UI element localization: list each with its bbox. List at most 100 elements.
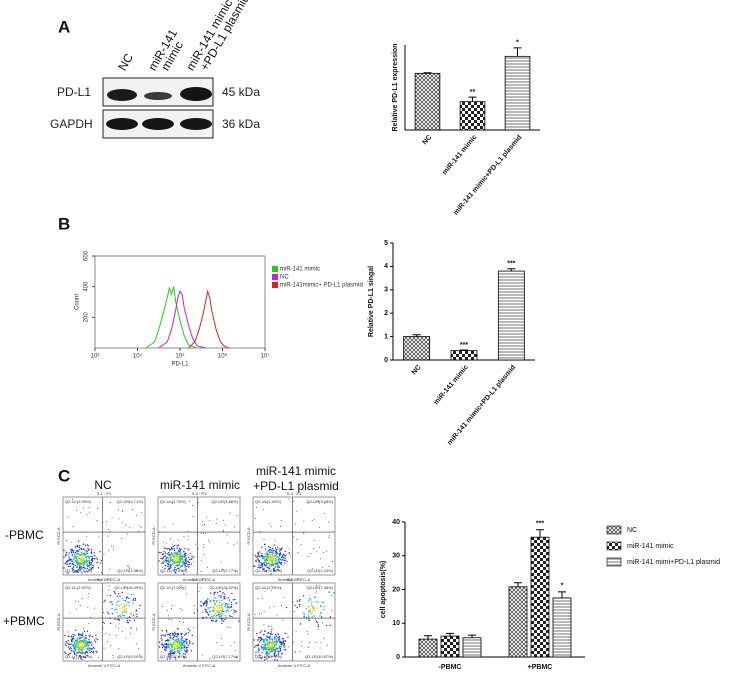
dot xyxy=(97,561,99,563)
dot xyxy=(273,549,275,552)
dot xyxy=(222,620,225,622)
dot xyxy=(208,607,211,609)
dot xyxy=(256,506,258,508)
dot xyxy=(281,604,283,606)
dot xyxy=(78,655,81,658)
dot xyxy=(76,562,78,564)
dot xyxy=(107,535,109,537)
plot-frame xyxy=(157,582,241,662)
dot xyxy=(72,555,74,557)
dot xyxy=(256,644,258,647)
dot xyxy=(235,588,237,590)
dot xyxy=(316,551,318,553)
dot xyxy=(188,642,191,644)
dot xyxy=(182,562,184,564)
dot xyxy=(220,612,222,615)
dot xyxy=(277,636,279,639)
histogram-line xyxy=(158,290,206,349)
dot xyxy=(221,609,223,612)
y-tick-label: 0 xyxy=(384,357,388,364)
dot xyxy=(212,610,215,613)
dot xyxy=(121,605,123,608)
dot xyxy=(132,614,135,617)
dot xyxy=(129,527,131,529)
dot xyxy=(161,646,164,649)
dot xyxy=(271,642,274,645)
dot xyxy=(173,549,176,552)
dot xyxy=(269,555,272,557)
dot xyxy=(173,544,176,547)
dot xyxy=(139,654,141,656)
dot xyxy=(310,608,312,611)
x-tick-label: 10⁷ xyxy=(261,353,270,360)
dot xyxy=(261,652,263,654)
dot xyxy=(169,634,171,637)
dot xyxy=(322,622,324,624)
quadrant-label: Q2-LL(91.61%) xyxy=(65,568,93,573)
dot xyxy=(212,599,214,601)
dot xyxy=(284,550,286,553)
dot xyxy=(274,640,276,643)
dot xyxy=(165,542,167,544)
dot xyxy=(184,644,186,646)
dot xyxy=(72,526,74,528)
dot xyxy=(174,642,176,644)
dot xyxy=(172,642,174,644)
dot xyxy=(261,647,263,649)
dot xyxy=(87,565,89,567)
dot xyxy=(271,625,273,627)
dot xyxy=(77,558,79,561)
y-tick-label: 10 xyxy=(392,620,400,627)
dot xyxy=(201,654,203,656)
dot xyxy=(303,520,305,522)
dot xyxy=(318,526,320,528)
dot xyxy=(185,646,188,649)
dot xyxy=(253,639,255,641)
dot xyxy=(268,653,270,655)
dot xyxy=(282,644,284,646)
dot xyxy=(320,642,322,644)
dot xyxy=(296,606,298,609)
bar xyxy=(418,638,438,658)
dot xyxy=(278,647,280,650)
dot xyxy=(171,645,173,647)
dot xyxy=(169,637,172,639)
dot xyxy=(225,611,227,613)
dot xyxy=(236,515,238,517)
dot xyxy=(276,659,278,661)
dot xyxy=(269,560,272,562)
legend-swatch xyxy=(606,557,622,567)
dot xyxy=(262,646,264,649)
dot xyxy=(178,564,181,566)
dot xyxy=(82,563,84,565)
dot xyxy=(279,648,282,650)
dot xyxy=(79,605,81,607)
dot xyxy=(182,656,185,658)
dot xyxy=(79,652,82,654)
x-axis-label: PD-L1 xyxy=(171,362,189,368)
dot xyxy=(280,563,283,566)
dot xyxy=(265,565,267,567)
row-header: -PBMC xyxy=(5,528,44,542)
dot xyxy=(173,648,176,651)
dot xyxy=(130,613,132,616)
dot xyxy=(85,550,87,552)
dot xyxy=(275,553,277,555)
blot-row-label: PD-L1 xyxy=(57,85,91,99)
dot xyxy=(327,521,329,523)
dot xyxy=(123,615,125,617)
dot xyxy=(302,595,305,597)
dot xyxy=(193,612,196,614)
dot xyxy=(303,612,305,614)
dot xyxy=(111,613,114,615)
dot xyxy=(274,655,277,658)
dot xyxy=(309,611,311,613)
dot xyxy=(170,567,172,569)
dot xyxy=(266,640,269,642)
dot xyxy=(70,650,73,652)
dot xyxy=(65,561,68,563)
dot xyxy=(176,646,179,649)
dot xyxy=(118,593,120,595)
dot xyxy=(259,632,261,634)
dot xyxy=(176,648,178,650)
